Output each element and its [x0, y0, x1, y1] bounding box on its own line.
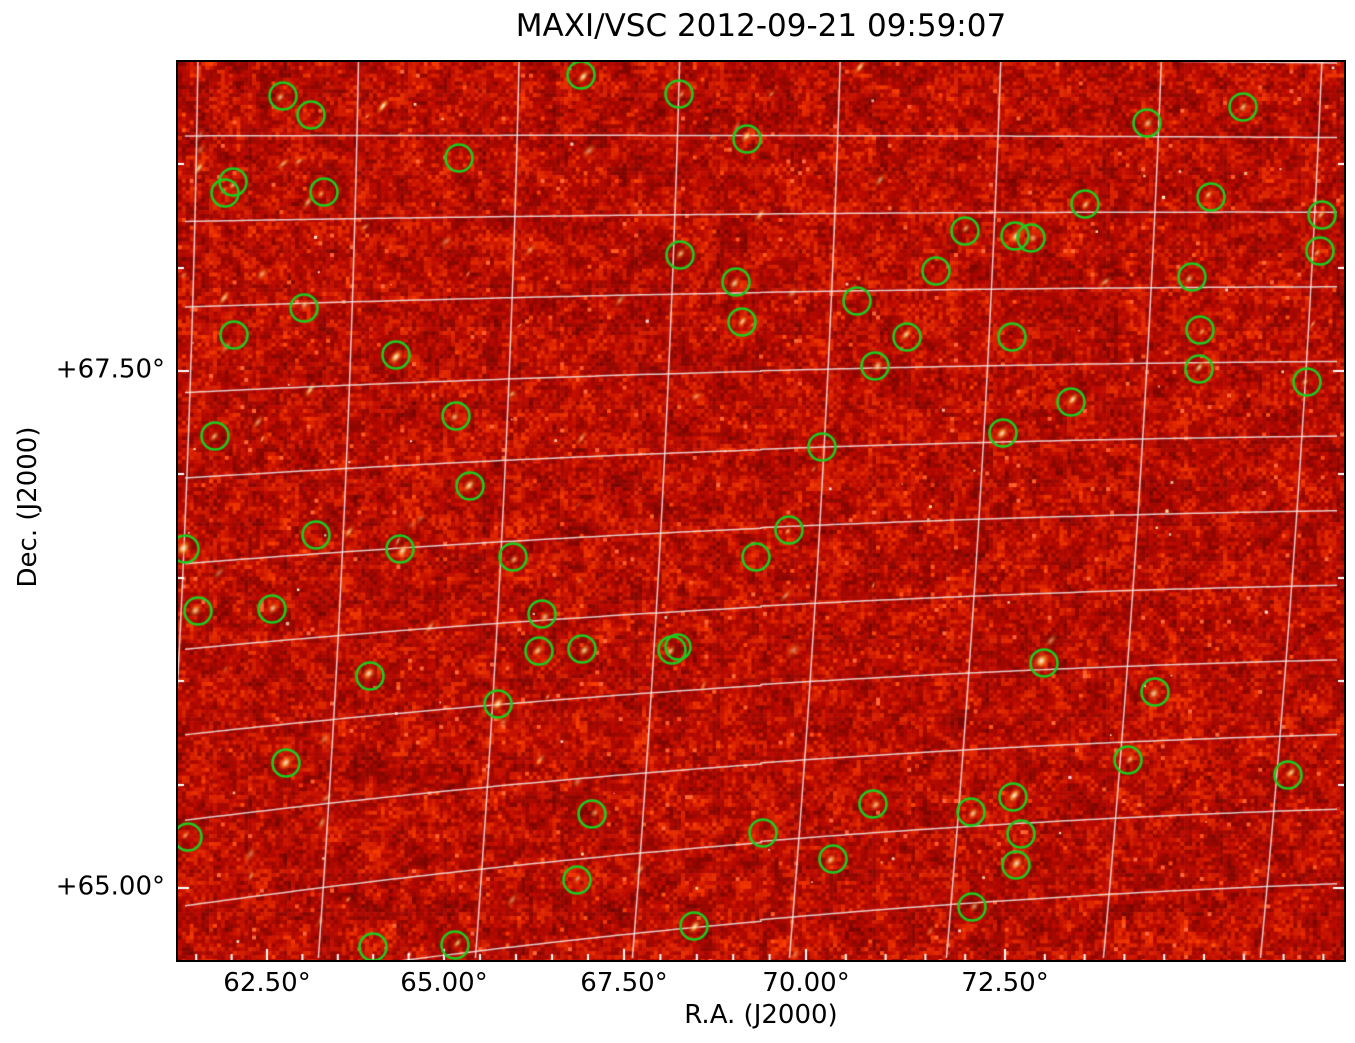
plot-frame — [176, 60, 1346, 962]
y-tick-label: +67.50° — [55, 354, 165, 385]
y-axis-label: Dec. (J2000) — [13, 426, 43, 588]
x-tick-label: 65.00° — [400, 968, 488, 998]
x-tick-label: 62.50° — [223, 968, 311, 998]
x-tick-label: 70.00° — [762, 968, 850, 998]
sky-image-canvas — [178, 62, 1344, 960]
x-axis-label: R.A. (J2000) — [684, 1000, 838, 1030]
x-tick-label: 67.50° — [580, 968, 668, 998]
figure-title: MAXI/VSC 2012-09-21 09:59:07 — [515, 8, 1007, 44]
y-tick-label: +65.00° — [55, 871, 165, 902]
x-tick-label: 72.50° — [961, 968, 1049, 998]
